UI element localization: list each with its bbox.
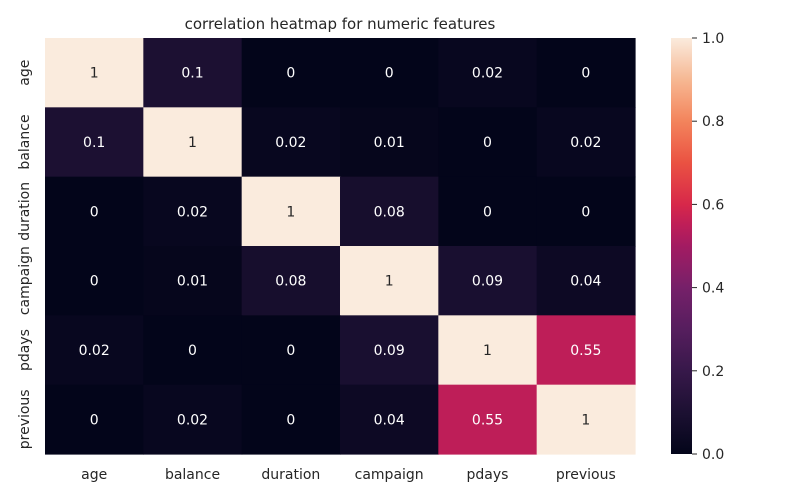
chart-title: correlation heatmap for numeric features xyxy=(185,15,496,33)
x-tick-label-age: age xyxy=(81,467,107,483)
heatmap-cell-pdays-previous xyxy=(536,315,636,386)
cell-value-label-pdays-duration: 0 xyxy=(286,343,295,359)
cell-value-label-balance-campaign: 0.01 xyxy=(374,135,405,151)
heatmap-cell-labels: 1 0.1 0 0 0.02 0 0.1 1 0.02 0.01 0 0.02 0 0.02 1 0.08 0 0… xyxy=(79,66,602,429)
cell-value-label-pdays-previous: 0.55 xyxy=(570,343,601,359)
cell-value-label-balance-duration: 0.02 xyxy=(275,135,306,151)
heatmap-cell-balance-age xyxy=(45,107,144,178)
heatmap-cell-age-pdays xyxy=(438,38,538,108)
heatmap-cell-campaign-age xyxy=(45,246,144,316)
heatmap-cell-campaign-pdays xyxy=(438,246,538,316)
cell-value-label-age-pdays: 0.02 xyxy=(472,66,503,82)
y-tick-label-previous: previous xyxy=(17,389,33,449)
heatmap-cell-previous-previous xyxy=(536,384,636,455)
colorbar-tick-label-0.8: 0.8 xyxy=(702,114,724,130)
heatmap-cell-duration-previous xyxy=(536,176,636,247)
heatmap-cell-duration-duration xyxy=(241,176,341,247)
cell-value-label-duration-balance: 0.02 xyxy=(177,204,208,220)
y-tick-label-campaign: campaign xyxy=(17,246,33,315)
colorbar: 0.0 0.2 0.4 0.6 0.8 1.0 xyxy=(671,31,724,463)
cell-value-label-previous-campaign: 0.04 xyxy=(374,412,405,428)
heatmap-cell-previous-pdays xyxy=(438,384,538,455)
cell-value-label-pdays-campaign: 0.09 xyxy=(374,343,405,359)
heatmap-cell-pdays-age xyxy=(45,315,144,386)
colorbar-tick-label-0.6: 0.6 xyxy=(702,197,724,213)
heatmap-cell-age-age xyxy=(45,38,144,108)
heatmap-cell-duration-campaign xyxy=(340,176,439,247)
heatmap-cell-balance-balance xyxy=(143,107,243,178)
cell-value-label-pdays-pdays: 1 xyxy=(483,343,492,359)
heatmap-cell-duration-pdays xyxy=(438,176,538,247)
cell-value-label-age-age: 1 xyxy=(90,66,99,82)
colorbar-tick-label-0.2: 0.2 xyxy=(702,364,724,380)
cell-value-label-duration-pdays: 0 xyxy=(483,204,492,220)
colorbar-tick-label-1.0: 1.0 xyxy=(702,31,724,47)
cell-value-label-age-campaign: 0 xyxy=(385,66,394,82)
heatmap-cell-balance-campaign xyxy=(340,107,439,178)
heatmap-cell-age-balance xyxy=(143,38,243,108)
cell-value-label-previous-pdays: 0.55 xyxy=(472,412,503,428)
cell-value-label-duration-duration: 1 xyxy=(286,204,295,220)
y-tick-label-pdays: pdays xyxy=(17,329,33,371)
heatmap-cell-previous-campaign xyxy=(340,384,439,455)
heatmap-cell-previous-age xyxy=(45,384,144,455)
heatmap-cell-campaign-campaign xyxy=(340,246,439,316)
x-tick-label-previous: previous xyxy=(556,467,616,483)
cell-value-label-campaign-previous: 0.04 xyxy=(570,274,601,290)
cell-value-label-age-balance: 0.1 xyxy=(181,66,203,82)
x-tick-label-balance: balance xyxy=(165,467,220,483)
heatmap-cell-age-previous xyxy=(536,38,636,108)
colorbar-tick-label-0.4: 0.4 xyxy=(702,281,724,297)
x-tick-label-duration: duration xyxy=(261,467,320,483)
cell-value-label-balance-pdays: 0 xyxy=(483,135,492,151)
heatmap-cell-pdays-duration xyxy=(241,315,341,386)
colorbar-gradient xyxy=(671,38,692,454)
cell-value-label-duration-previous: 0 xyxy=(581,204,590,220)
cell-value-label-balance-balance: 1 xyxy=(188,135,197,151)
heatmap-cell-duration-age xyxy=(45,176,144,247)
heatmap-cell-campaign-duration xyxy=(241,246,341,316)
cell-value-label-campaign-duration: 0.08 xyxy=(275,274,306,290)
y-tick-label-balance: balance xyxy=(17,114,33,169)
cell-value-label-age-duration: 0 xyxy=(286,66,295,82)
heatmap-cell-pdays-pdays xyxy=(438,315,538,386)
cell-value-label-previous-age: 0 xyxy=(90,412,99,428)
cell-value-label-age-previous: 0 xyxy=(581,66,590,82)
heatmap-cell-balance-pdays xyxy=(438,107,538,178)
heatmap-cell-balance-duration xyxy=(241,107,341,178)
cell-value-label-pdays-age: 0.02 xyxy=(79,343,110,359)
cell-value-label-previous-balance: 0.02 xyxy=(177,412,208,428)
x-tick-label-pdays: pdays xyxy=(467,467,509,483)
heatmap-cell-duration-balance xyxy=(143,176,243,247)
heatmap-cell-pdays-balance xyxy=(143,315,243,386)
cell-value-label-campaign-age: 0 xyxy=(90,274,99,290)
cell-value-label-campaign-campaign: 1 xyxy=(385,274,394,290)
y-axis-tick-labels: age balance duration campaign pdays previous xyxy=(17,60,33,450)
heatmap-cell-pdays-campaign xyxy=(340,315,439,386)
colorbar-tick-label-0.0: 0.0 xyxy=(702,447,724,463)
cell-value-label-campaign-balance: 0.01 xyxy=(177,274,208,290)
heatmap-cells xyxy=(45,38,636,455)
cell-value-label-pdays-balance: 0 xyxy=(188,343,197,359)
x-tick-label-campaign: campaign xyxy=(355,467,424,483)
heatmap-cell-previous-balance xyxy=(143,384,243,455)
cell-value-label-campaign-pdays: 0.09 xyxy=(472,274,503,290)
cell-value-label-previous-previous: 1 xyxy=(581,412,590,428)
heatmap-cell-campaign-previous xyxy=(536,246,636,316)
y-tick-label-duration: duration xyxy=(17,182,33,241)
cell-value-label-duration-campaign: 0.08 xyxy=(374,204,405,220)
cell-value-label-duration-age: 0 xyxy=(90,204,99,220)
cell-value-label-previous-duration: 0 xyxy=(286,412,295,428)
heatmap-cell-campaign-balance xyxy=(143,246,243,316)
heatmap-cell-balance-previous xyxy=(536,107,636,178)
cell-value-label-balance-previous: 0.02 xyxy=(570,135,601,151)
x-axis-tick-labels: age balance duration campaign pdays previous xyxy=(81,467,616,483)
heatmap-cell-previous-duration xyxy=(241,384,341,455)
cell-value-label-balance-age: 0.1 xyxy=(83,135,105,151)
y-tick-label-age: age xyxy=(17,60,33,86)
heatmap-cell-age-duration xyxy=(241,38,341,108)
heatmap-cell-age-campaign xyxy=(340,38,439,108)
